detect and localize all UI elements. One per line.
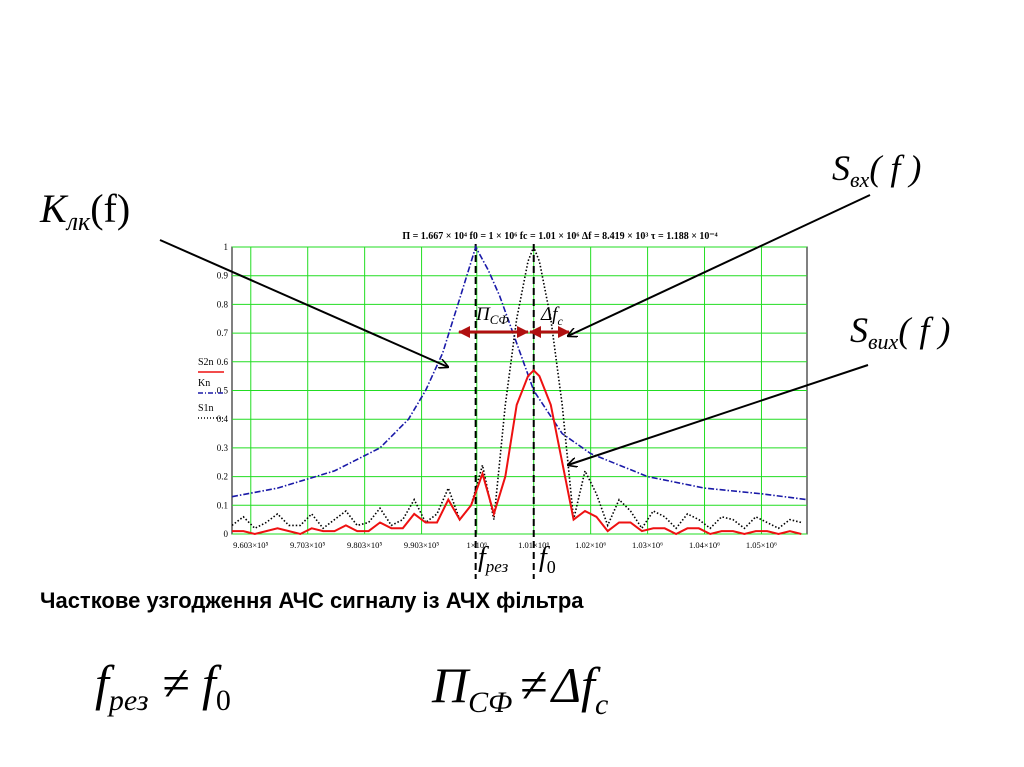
x-tick-label: 1.02×10⁶ <box>575 540 606 550</box>
x-tick-label: 1.03×10⁶ <box>632 540 663 550</box>
marker-lines <box>474 244 535 579</box>
series-s1n <box>231 244 802 530</box>
legend-label-k: Kn <box>198 378 210 389</box>
slide-caption: Часткове узгодження АЧС сигналу із АЧХ ф… <box>40 588 584 613</box>
formula-right: ПСФ ≠Δfc <box>431 657 608 721</box>
callout-arrows <box>159 194 871 465</box>
y-tick-label: 0.1 <box>217 500 228 510</box>
y-tick-label: 0 <box>224 529 229 539</box>
s-vykh-callout: Sвих( f ) <box>850 310 950 354</box>
f-0-label: f0 <box>539 542 556 577</box>
formula-left: fрез ≠ f0 <box>95 655 231 717</box>
x-tick-label: 9.903×10⁵ <box>404 540 439 550</box>
y-tick-label: 0.7 <box>217 328 229 338</box>
y-tick-label: 0.9 <box>217 271 229 281</box>
legend-label-s2: S2n <box>198 357 214 368</box>
y-tick-label: 0.2 <box>217 472 228 482</box>
k-lk-pointer-arrow <box>159 239 448 367</box>
y-tick-label: 0.6 <box>217 357 229 367</box>
x-tick-label: 9.603×10⁵ <box>233 540 268 550</box>
k-lk-callout: Kлк(f) <box>39 186 130 236</box>
x-tick-label: 9.703×10⁵ <box>290 540 325 550</box>
p-sf-label: ПСФ <box>475 304 509 327</box>
y-tick-label: 0.5 <box>217 386 229 396</box>
series-s2n <box>232 368 802 536</box>
s-vykh-pointer-arrow <box>568 364 869 465</box>
frequency-response-chart: П = 1.667 × 10⁴ f0 = 1 × 10⁶ fc = 1.01 ×… <box>198 231 808 579</box>
x-tick-label: 1.05×10⁶ <box>746 540 777 550</box>
x-tick-label: 9.803×10⁵ <box>347 540 382 550</box>
s-vkh-pointer-arrow <box>568 194 871 336</box>
f-rez-label: fрез <box>478 542 509 576</box>
x-tick-label: 1.04×10⁶ <box>689 540 720 550</box>
series-lines <box>231 244 808 536</box>
x-tick-labels: 9.603×10⁵ 9.703×10⁵ 9.803×10⁵ 9.903×10⁵ 1×10… <box>233 540 777 550</box>
y-tick-label: 0.8 <box>217 299 229 309</box>
y-tick-label: 0.3 <box>217 443 229 453</box>
s-vkh-callout: Sвх( f ) <box>832 148 921 192</box>
x-tick-label: 1×10⁶ <box>467 540 488 550</box>
chart-header: П = 1.667 × 10⁴ f0 = 1 × 10⁶ fc = 1.01 ×… <box>402 231 717 242</box>
y-tick-label: 1 <box>224 242 229 252</box>
legend-label-s1: S1n <box>198 403 214 414</box>
legend: S2n Kn S1n <box>198 357 224 419</box>
y-tick-label: 0.4 <box>217 414 229 424</box>
delta-fc-label: Δfc <box>540 304 563 328</box>
y-tick-labels: 0 0.1 0.2 0.3 0.4 0.5 0.6 0.7 0.8 0.9 1 <box>217 242 229 539</box>
